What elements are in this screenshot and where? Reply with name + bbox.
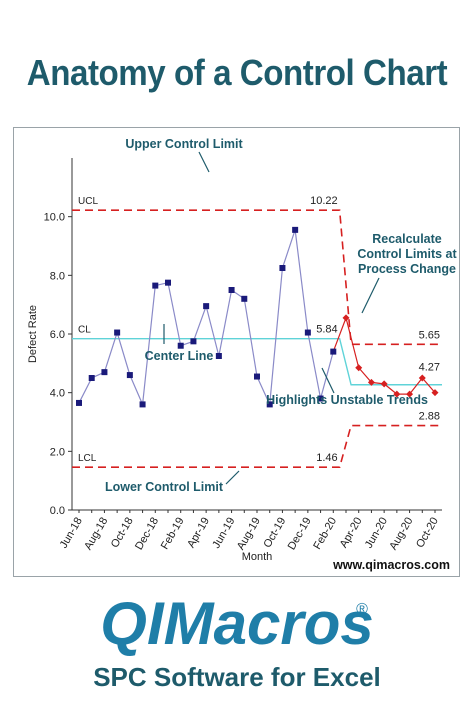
unstable-data-point xyxy=(418,374,426,382)
data-point xyxy=(203,303,210,310)
data-point xyxy=(139,401,146,408)
x-tick-label: Oct-19 xyxy=(261,515,288,550)
unstable-data-point xyxy=(355,364,363,372)
data-point xyxy=(279,265,286,271)
upper-control-limit-line xyxy=(72,209,442,346)
y-tick-label: 6.0 xyxy=(50,329,65,341)
x-tick-label: Oct-20 xyxy=(414,515,441,550)
annotation-recalculate-line: Recalculate xyxy=(372,232,442,246)
cl-label: CL xyxy=(78,325,91,336)
data-point xyxy=(152,282,159,289)
x-tick-label: Aug-18 xyxy=(82,515,110,552)
ucl-label: UCL xyxy=(78,196,98,207)
chart-labels: UCL CL LCL 10.22 5.84 1.46 5.65 4.27 2.88 xyxy=(78,195,440,464)
unstable-data-point xyxy=(342,314,350,322)
data-point xyxy=(215,353,222,359)
annotation-recalculate-line: Control Limits at xyxy=(357,247,457,261)
unstable-data-point xyxy=(406,390,414,398)
y-tick-label: 0.0 xyxy=(50,505,65,517)
x-axis-title: Month xyxy=(242,551,273,563)
annotation-center-line: Center Line xyxy=(145,349,214,363)
lcl-after-value: 2.88 xyxy=(419,411,440,423)
lcl-before-value: 1.46 xyxy=(316,452,337,464)
y-tick-label: 2.0 xyxy=(50,446,65,458)
x-tick-label: Jun-19 xyxy=(210,515,237,550)
y-tick-label: 10.0 xyxy=(44,212,65,224)
data-point xyxy=(88,375,95,381)
data-series xyxy=(76,226,439,408)
logo-text: QIMacros xyxy=(100,592,373,657)
ucl-after-value: 5.65 xyxy=(419,329,440,341)
x-tick-label: Oct-18 xyxy=(109,515,136,550)
registered-mark: ® xyxy=(356,601,368,618)
y-tick-label: 4.0 xyxy=(50,388,65,400)
data-point xyxy=(292,226,299,233)
qimacros-logo: QIMacros ® xyxy=(100,592,373,657)
x-tick-label: Aug-20 xyxy=(387,515,415,552)
unstable-data-point xyxy=(393,390,401,398)
x-tick-label: Apr-20 xyxy=(338,515,365,550)
data-point xyxy=(114,329,121,336)
website-label: www.qimacros.com xyxy=(332,558,450,572)
data-point xyxy=(304,329,311,336)
unstable-data-point xyxy=(367,378,375,386)
data-point xyxy=(101,369,108,376)
unstable-data-point xyxy=(431,389,439,397)
ucl-before-value: 10.22 xyxy=(310,195,338,207)
lcl-label: LCL xyxy=(78,453,97,464)
data-point xyxy=(228,287,235,293)
annotation-lower-control-limit: Lower Control Limit xyxy=(105,480,224,494)
data-point xyxy=(266,401,273,408)
annotation-upper-control-limit: Upper Control Limit xyxy=(125,137,243,151)
x-tick-label: Aug-19 xyxy=(235,515,263,552)
x-tick-label: Feb-19 xyxy=(159,515,187,551)
unstable-data-point xyxy=(380,380,388,388)
x-tick-label: Dec-19 xyxy=(286,515,314,552)
center-line xyxy=(72,337,442,386)
cl-after-value: 4.27 xyxy=(419,362,440,374)
tagline: SPC Software for Excel xyxy=(93,662,381,692)
annotation-arrow-ucl xyxy=(198,151,210,173)
x-tick-label: Jun-18 xyxy=(58,515,85,550)
y-axis-title: Defect Rate xyxy=(27,305,39,363)
series-line-stable xyxy=(78,229,334,407)
data-point xyxy=(190,338,197,345)
data-point xyxy=(241,295,248,302)
cl-before-value: 5.84 xyxy=(316,324,337,336)
annotation-arrow-lcl xyxy=(225,470,240,485)
data-point xyxy=(317,395,324,402)
control-limit-lines xyxy=(72,209,442,468)
chart-annotations: Upper Control Limit Center Line Lower Cont… xyxy=(105,137,458,572)
data-point xyxy=(254,373,260,380)
control-chart-panel: 0.0 2.0 4.0 6.0 8.0 10.0 Jun-18 Aug-18 Oct-18 Dec… xyxy=(13,127,460,577)
x-tick-label: Jun-20 xyxy=(363,515,390,550)
y-tick-label: 8.0 xyxy=(50,270,65,282)
data-point xyxy=(76,399,82,406)
chart-axes: 0.02.04.06.08.010.0Jun-18Aug-18Oct-18Dec… xyxy=(27,158,442,563)
data-point xyxy=(126,372,133,379)
data-point xyxy=(330,348,337,355)
annotation-unstable-trends: Highlights Unstable Trends xyxy=(266,393,428,407)
page-title: Anatomy of a Control Chart xyxy=(26,52,448,93)
annotation-recalculate-line: Process Change xyxy=(358,262,456,276)
control-chart: 0.02.04.06.08.010.0Jun-18Aug-18Oct-18Dec… xyxy=(27,137,458,572)
x-tick-label: Dec-18 xyxy=(133,515,161,552)
x-tick-label: Apr-19 xyxy=(185,515,212,550)
x-tick-label: Feb-20 xyxy=(311,515,339,551)
data-point xyxy=(165,279,171,286)
data-point xyxy=(177,342,184,349)
annotation-arrow-unstable xyxy=(321,367,335,394)
annotation-arrow-recalc xyxy=(361,277,380,314)
lower-control-limit-line xyxy=(72,424,442,468)
